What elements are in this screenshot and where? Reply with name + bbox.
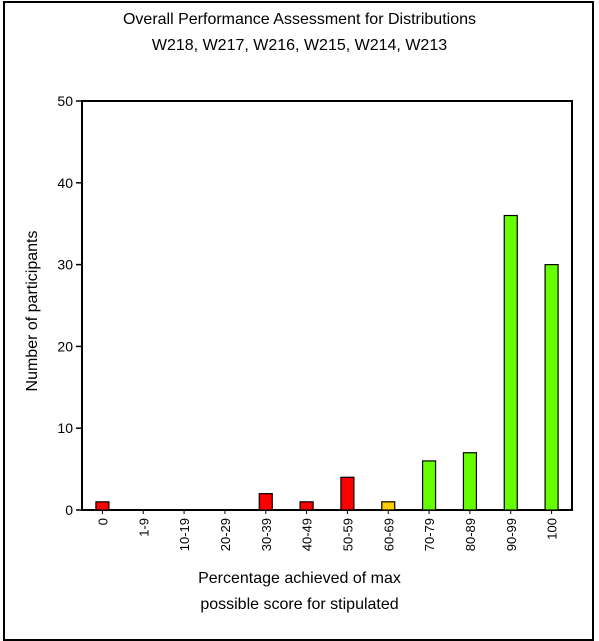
x-tick-label: 1-9	[136, 518, 151, 537]
x-tick-label: 100	[545, 518, 560, 540]
bar	[95, 501, 110, 511]
plot-area	[81, 100, 573, 511]
bar	[544, 264, 559, 511]
chart-subtitle: W218, W217, W216, W215, W214, W213	[151, 37, 448, 54]
x-tick-label: 80-89	[463, 518, 478, 551]
x-tick-label: 30-39	[259, 518, 274, 551]
chart-title: Overall Performance Assessment for Distr…	[122, 11, 476, 28]
x-tick-label: 10-19	[177, 518, 192, 551]
x-axis-label-line1: Percentage achieved of max	[198, 570, 401, 587]
x-tick-label: 60-69	[381, 518, 396, 551]
x-tick-label: 70-79	[422, 518, 437, 551]
y-tick-label: 40	[57, 175, 73, 191]
y-tick-label: 20	[57, 338, 73, 354]
x-tick-label: 90-99	[504, 518, 519, 551]
y-tick-label: 50	[57, 93, 73, 109]
y-tick-label: 10	[57, 420, 73, 436]
x-axis-label-line2: possible score for stipulated	[200, 596, 399, 613]
x-tick-label: 40-49	[300, 518, 315, 551]
bar	[299, 501, 314, 511]
x-tick-label: 20-29	[218, 518, 233, 551]
bar	[421, 460, 437, 511]
bar	[462, 452, 478, 511]
x-tick-label: 50-59	[340, 518, 355, 551]
y-tick-label: 30	[57, 257, 73, 273]
y-tick-label: 0	[65, 502, 73, 518]
chart-frame	[3, 1, 594, 641]
bar	[503, 214, 518, 511]
bar	[340, 476, 355, 511]
bar	[381, 501, 396, 511]
bar	[258, 493, 273, 511]
x-tick-label: 0	[95, 518, 110, 525]
